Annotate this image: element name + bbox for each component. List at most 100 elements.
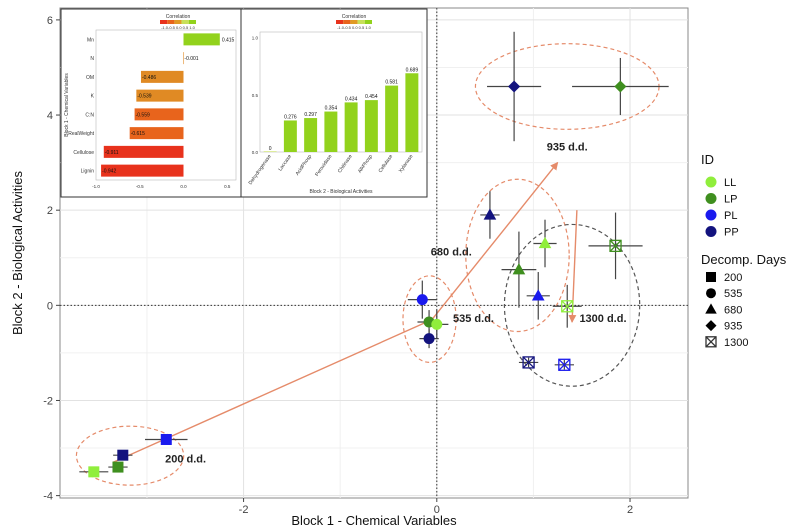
point-LL-680 bbox=[538, 236, 552, 249]
y-axis-label: Block 2 - Biological Activities bbox=[10, 170, 25, 335]
point-LL-200 bbox=[88, 466, 100, 478]
legend-shape-label-200: 200 bbox=[724, 272, 742, 284]
inset-biological-bar bbox=[324, 111, 338, 152]
legend-shape-label-1300: 1300 bbox=[724, 337, 748, 349]
legend-swatch-LP bbox=[705, 193, 717, 204]
point-PL-200 bbox=[160, 433, 172, 445]
legend-swatch-LL bbox=[705, 176, 717, 188]
y-tick-label: 4 bbox=[47, 110, 53, 122]
group-ellipse-680 bbox=[465, 178, 570, 333]
inset-chemical-bar bbox=[134, 108, 184, 121]
inset-chemical-legend-swatch bbox=[167, 20, 175, 24]
inset-chemical-bar bbox=[140, 70, 184, 83]
group-labels: 200 d.d. 535 d.d. 680 d.d. 935 d.d. 1300 d.d… bbox=[165, 142, 626, 466]
inset-chemical-value: -0.942 bbox=[102, 169, 116, 175]
y-tick-label: -2 bbox=[43, 395, 53, 407]
point-PL-1300 bbox=[558, 358, 571, 371]
legend: ID LL LP PL PP Decomp. Days 200 535 680 935 1300 bbox=[701, 152, 787, 349]
point-LP-935 bbox=[614, 80, 627, 93]
inset-biological-bar bbox=[405, 73, 419, 152]
legend-shape-935 bbox=[705, 320, 717, 332]
point-PP-1300-box bbox=[522, 356, 535, 369]
inset-chemical-category: OM bbox=[86, 75, 94, 81]
legend-label-PL: PL bbox=[724, 210, 737, 222]
group-ellipse-535 bbox=[402, 275, 457, 364]
point-LL-1300 bbox=[561, 300, 574, 313]
inset-chemical-legend-swatch bbox=[181, 20, 189, 24]
inset-biological-legend-title: Correlation bbox=[342, 14, 367, 20]
inset-chemical-value: 0.415 bbox=[222, 37, 235, 43]
point-LP-200 bbox=[112, 461, 124, 473]
inset-chemical-category: Cellulose bbox=[73, 150, 94, 156]
legend-shape-title: Decomp. Days bbox=[701, 252, 787, 267]
y-tick-label: -4 bbox=[43, 491, 53, 503]
point-PL-1300-cross-b bbox=[558, 358, 571, 371]
point-PP-200 bbox=[117, 449, 129, 461]
legend-id-title: ID bbox=[701, 152, 714, 167]
reference-lines bbox=[60, 8, 688, 498]
inset-chemical-legend-swatch bbox=[174, 20, 182, 24]
inset-biological-bar bbox=[385, 85, 399, 152]
inset-biological-bar bbox=[263, 151, 277, 152]
group-ellipse-1300 bbox=[503, 223, 641, 387]
inset-chemical-bar bbox=[136, 89, 184, 102]
inset-biological-plot-frame bbox=[259, 31, 423, 153]
inset-chemical-bar bbox=[183, 52, 185, 65]
point-PP-535 bbox=[423, 333, 435, 345]
legend-shape-200 bbox=[706, 272, 716, 282]
inset-biological-tick: 0.0 bbox=[252, 150, 259, 155]
data-points bbox=[88, 80, 627, 478]
inset-biological-bar bbox=[283, 120, 297, 152]
point-PP-1300 bbox=[522, 356, 535, 369]
inset-chemical: Correlation -1.0-0.5 0.0 0.5 1.0 Mn 0.415 N -… bbox=[60, 8, 242, 198]
legend-swatch-PL bbox=[705, 209, 717, 221]
group-ellipse-200 bbox=[75, 425, 185, 486]
point-LP-1300-cross-b bbox=[609, 239, 622, 252]
inset-chemical-value: -0.539 bbox=[137, 94, 151, 100]
point-LP-680 bbox=[512, 263, 526, 275]
group-label: 535 d.d. bbox=[453, 313, 494, 325]
inset-chemical-category: K bbox=[91, 94, 95, 100]
legend-label-LL: LL bbox=[724, 177, 736, 189]
inset-biological-value: 0.276 bbox=[284, 114, 297, 120]
group-label: 200 d.d. bbox=[165, 453, 206, 465]
group-label: 680 d.d. bbox=[431, 246, 472, 258]
inset-chemical-tick: 0.0 bbox=[180, 184, 187, 189]
legend-shape-1300-box bbox=[705, 336, 717, 348]
inset-chemical-category: N bbox=[90, 56, 94, 62]
inset-biological-tick: 0.5 bbox=[252, 93, 259, 98]
trajectory-arrow bbox=[431, 161, 559, 321]
inset-biological-bar bbox=[344, 102, 358, 152]
inset-biological-value: 0.581 bbox=[385, 80, 398, 86]
inset-chemical-category: C:N bbox=[85, 112, 94, 118]
inset-chemical-plot-frame bbox=[95, 29, 237, 181]
legend-shape-1300 bbox=[705, 336, 717, 348]
x-tick-label: 0 bbox=[434, 504, 440, 516]
point-LL-1300-cross-b bbox=[561, 300, 574, 313]
point-PP-680 bbox=[483, 208, 497, 220]
inset-biological-value: 0.454 bbox=[365, 94, 378, 100]
inset-chemical-tick: -0.5 bbox=[136, 184, 144, 189]
x-tick-label: -2 bbox=[239, 504, 249, 516]
inset-chemical-value: -0.486 bbox=[142, 75, 156, 81]
legend-swatch-PP bbox=[705, 226, 717, 237]
inset-chemical-bar bbox=[103, 145, 184, 158]
inset-chemical-value: -0.001 bbox=[184, 56, 198, 62]
legend-shape-label-935: 935 bbox=[724, 321, 742, 333]
axis-ticks: -2 0 2 -4 -2 0 2 4 6 bbox=[43, 15, 633, 516]
legend-shape-1300-cross-b bbox=[705, 336, 717, 348]
point-PL-1300-box bbox=[558, 358, 571, 371]
legend-shape-label-535: 535 bbox=[724, 288, 742, 300]
group-label: 1300 d.d. bbox=[579, 313, 626, 325]
group-label: 935 d.d. bbox=[547, 142, 588, 154]
point-LL-1300-box bbox=[561, 300, 574, 313]
inset-chemical-category: Mn bbox=[87, 37, 94, 43]
inset-chemical-value: -0.911 bbox=[105, 150, 119, 156]
x-axis-label: Block 1 - Chemical Variables bbox=[291, 513, 457, 528]
inset-biological-value: 0.434 bbox=[345, 96, 358, 102]
legend-label-PP: PP bbox=[724, 227, 739, 239]
legend-shape-535 bbox=[706, 288, 716, 299]
inset-biological-bar bbox=[304, 118, 318, 152]
